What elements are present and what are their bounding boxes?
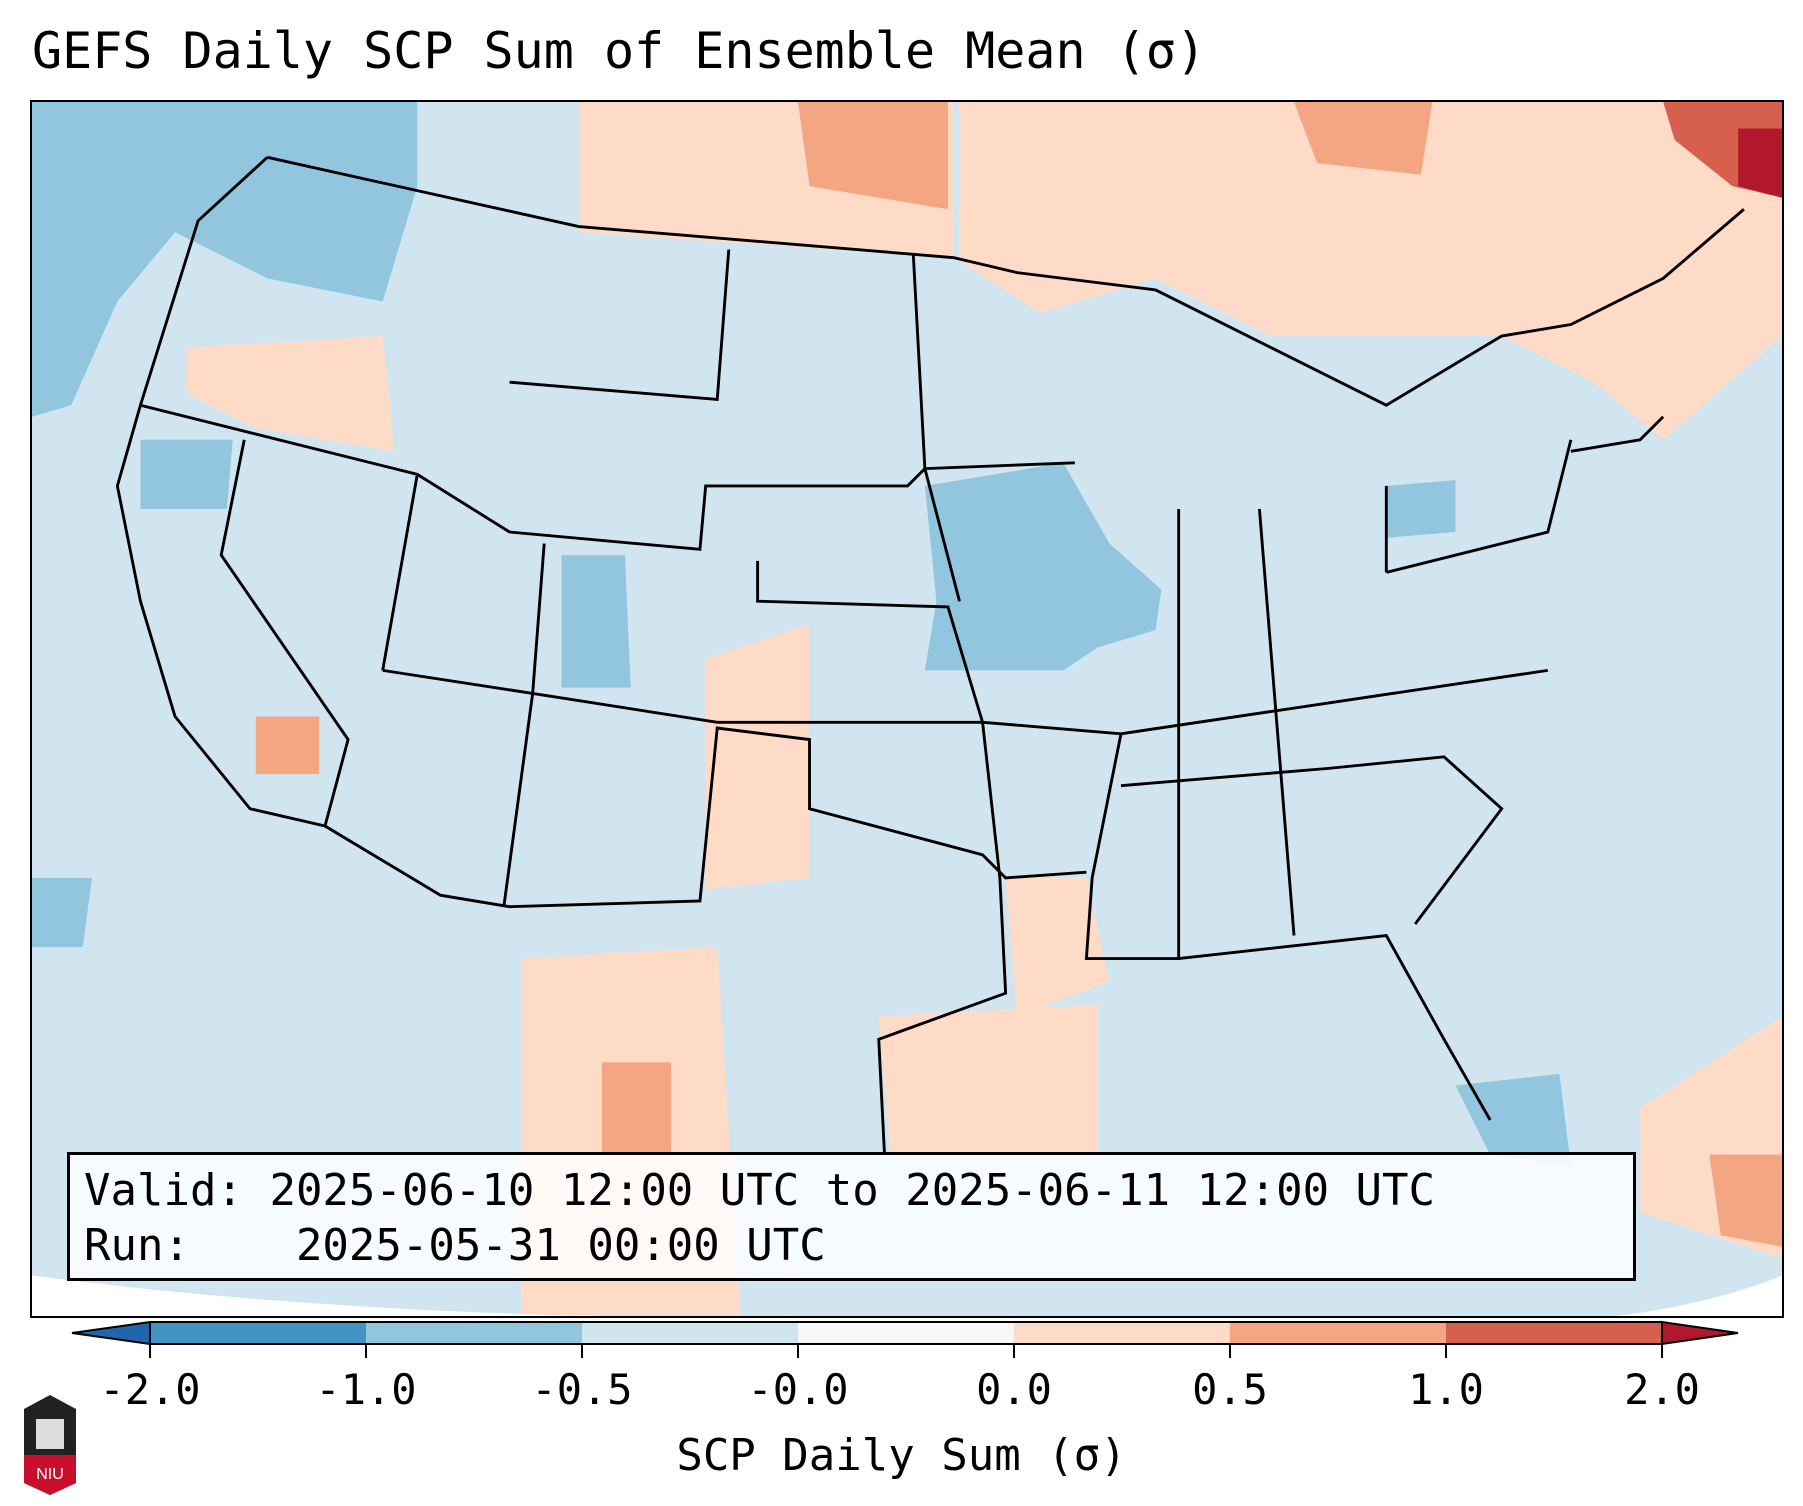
chart-title: GEFS Daily SCP Sum of Ensemble Mean (σ): [32, 22, 1206, 80]
colorbar-tick-mark: [797, 1344, 799, 1358]
colorbar-tick-label: 1.0: [1408, 1365, 1484, 1414]
scp-map: [32, 102, 1782, 1316]
colorbar-bin: [1014, 1322, 1230, 1344]
colorbar-bin: [150, 1322, 366, 1344]
run-label: Run:: [84, 1220, 190, 1271]
anomaly-east-canada: [959, 102, 1782, 440]
colorbar-bin: [366, 1322, 582, 1344]
colorbar-tick-mark: [149, 1344, 151, 1358]
anomaly-cal-offshore: [140, 439, 233, 509]
colorbar-tick-label: 0.5: [1192, 1365, 1268, 1414]
colorbar-extend-high: [1661, 1320, 1739, 1346]
anomaly-ne-corner-max: [1738, 128, 1782, 198]
anomaly-louisiana: [1005, 877, 1110, 1017]
anomaly-new-mexico: [705, 624, 810, 890]
valid-label: Valid:: [84, 1165, 243, 1216]
anomaly-gulf: [878, 1004, 1098, 1155]
colorbar-tick-label: -0.5: [531, 1365, 633, 1414]
anomaly-iowa-missouri: [924, 462, 1162, 671]
colorbar-tick-mark: [1013, 1344, 1015, 1358]
colorbar-bin: [1446, 1322, 1662, 1344]
anomaly-canada-dark: [797, 102, 948, 210]
valid-run-info-box: Valid: 2025-06-10 12:00 UTC to 2025-06-1…: [67, 1152, 1636, 1281]
colorbar-tick-label: -0.0: [747, 1365, 849, 1414]
colorbar-tick-label: 0.0: [976, 1365, 1052, 1414]
state-borders: [115, 155, 1745, 1155]
anomaly-pacific-sw: [32, 877, 92, 948]
anomaly-socal: [255, 716, 320, 775]
domain-edge-left: [32, 1275, 602, 1316]
colorbar: [71, 1320, 1739, 1346]
domain-edge-right: [1617, 1275, 1782, 1316]
colorbar-tick-mark: [1445, 1344, 1447, 1358]
niu-logo: NIU: [24, 1395, 76, 1495]
anomaly-colorado: [561, 555, 631, 688]
colorbar-bin: [1230, 1322, 1446, 1344]
run-value: 2025-05-31 00:00 UTC: [295, 1220, 826, 1271]
anomaly-oregon: [186, 336, 395, 452]
colorbar-tick-mark: [1229, 1344, 1231, 1358]
colorbar-tick-mark: [581, 1344, 583, 1358]
colorbar-label: SCP Daily Sum (σ): [676, 1430, 1127, 1481]
colorbar-tick-mark: [1661, 1344, 1663, 1358]
colorbar-extend-low: [71, 1320, 151, 1346]
colorbar-tick-mark: [365, 1344, 367, 1358]
anomaly-quebec: [1294, 102, 1433, 175]
anomaly-pa: [1386, 480, 1456, 538]
svg-text:NIU: NIU: [36, 1466, 64, 1483]
anomaly-mexico-dark: [601, 1062, 672, 1155]
colorbar-bin: [582, 1322, 798, 1344]
colorbar-tick-label: -1.0: [315, 1365, 417, 1414]
colorbar-tick-label: -2.0: [99, 1365, 201, 1414]
anomaly-bahamas: [1455, 1073, 1571, 1167]
valid-value: 2025-06-10 12:00 UTC to 2025-06-11 12:00…: [269, 1165, 1436, 1216]
anomaly-caribbean-dark: [1709, 1154, 1782, 1247]
map-panel: [30, 100, 1784, 1318]
colorbar-tick-label: 2.0: [1624, 1365, 1700, 1414]
anomaly-pacific-nw: [32, 102, 418, 417]
colorbar-bin: [798, 1322, 1014, 1344]
